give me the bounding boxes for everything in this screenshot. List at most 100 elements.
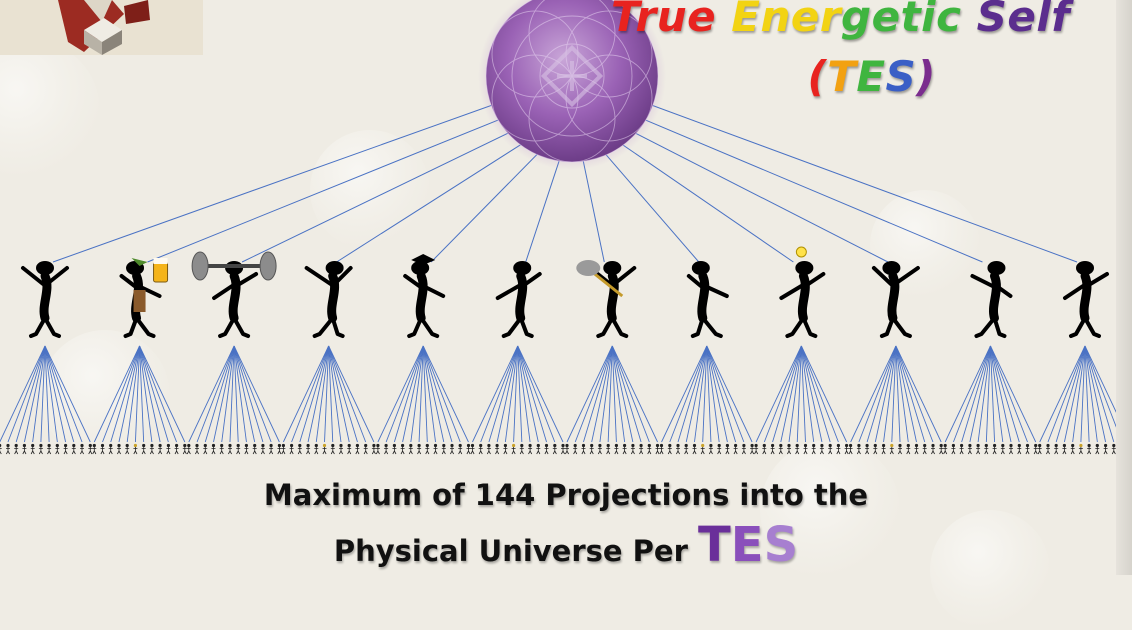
projection-line bbox=[1084, 345, 1090, 443]
tes-connection-line bbox=[636, 115, 983, 263]
tes-connection-lines bbox=[52, 102, 1078, 263]
projection-line bbox=[0, 345, 46, 443]
tiny-figure bbox=[573, 443, 578, 455]
tiny-figure bbox=[528, 443, 533, 455]
tiny-figure bbox=[252, 443, 257, 455]
projection-line bbox=[517, 345, 547, 443]
tiny-figure bbox=[0, 443, 2, 455]
weightlifter-figure bbox=[191, 251, 277, 338]
projection-fans bbox=[0, 345, 1131, 443]
projection-fan bbox=[282, 345, 375, 443]
tiny-figure bbox=[466, 443, 471, 455]
tiny-figure bbox=[931, 443, 935, 455]
tiny-figure bbox=[1033, 443, 1038, 455]
tiny-figure bbox=[392, 443, 397, 455]
projection-line bbox=[755, 345, 802, 443]
tiny-figure bbox=[708, 443, 713, 455]
tiny-figure bbox=[236, 443, 241, 455]
projection-line bbox=[895, 345, 926, 443]
projection-line bbox=[763, 345, 802, 443]
projection-line bbox=[866, 345, 897, 443]
tiny-figure bbox=[363, 443, 368, 455]
title-segment: True bbox=[610, 0, 717, 41]
tes-connection-line bbox=[147, 115, 508, 263]
tiny-figure bbox=[289, 443, 294, 455]
tiny-figure bbox=[330, 443, 335, 455]
projection-line bbox=[422, 345, 453, 443]
projection-line bbox=[139, 345, 178, 443]
logo-cube-icon bbox=[0, 0, 203, 55]
tiny-figure bbox=[228, 443, 232, 455]
projection-line bbox=[952, 345, 991, 443]
caption-line-1: Maximum of 144 Projections into the bbox=[0, 478, 1132, 512]
tiny-figure bbox=[951, 443, 956, 455]
projection-line bbox=[874, 345, 897, 443]
projection-line bbox=[1084, 345, 1123, 443]
tiny-figure bbox=[967, 443, 972, 455]
projection-line bbox=[213, 345, 235, 443]
projection-line bbox=[800, 345, 823, 443]
tiny-figure bbox=[1111, 443, 1116, 455]
tes-connection-line bbox=[611, 137, 794, 263]
projection-line bbox=[496, 345, 519, 443]
projection-line bbox=[233, 345, 272, 443]
projection-line bbox=[291, 345, 330, 443]
tiny-figure bbox=[322, 443, 327, 455]
tiny-figure bbox=[1078, 443, 1083, 455]
projection-line bbox=[694, 345, 708, 443]
tiny-figure bbox=[750, 443, 755, 455]
tiny-figure bbox=[848, 443, 853, 455]
tiny-figure bbox=[219, 443, 224, 455]
projection-fan bbox=[944, 345, 1037, 443]
projection-line bbox=[402, 345, 424, 443]
projection-line bbox=[611, 345, 658, 443]
projection-line bbox=[32, 345, 46, 443]
projection-line bbox=[328, 345, 358, 443]
projection-fan bbox=[188, 345, 280, 443]
projection-line bbox=[706, 345, 728, 443]
projection-line bbox=[229, 345, 235, 443]
tiny-figure bbox=[597, 443, 602, 455]
tiny-figure bbox=[125, 443, 130, 455]
tiny-figure bbox=[581, 443, 586, 455]
projection-line bbox=[990, 345, 1004, 443]
projection-line bbox=[422, 345, 428, 443]
tiny-figure bbox=[117, 443, 121, 455]
projection-line bbox=[1047, 345, 1086, 443]
projection-line bbox=[961, 345, 991, 443]
projection-line bbox=[44, 345, 75, 443]
tiny-figure bbox=[770, 443, 775, 455]
projection-line bbox=[599, 345, 613, 443]
tiny-figure bbox=[922, 443, 927, 455]
title-line-1: True Energetic Self bbox=[611, 0, 1070, 41]
projection-line bbox=[40, 345, 46, 443]
background-orb bbox=[760, 440, 900, 580]
tiny-figure bbox=[519, 443, 524, 455]
projection-line bbox=[895, 345, 942, 443]
tiny-figure bbox=[836, 443, 841, 455]
projection-line bbox=[513, 345, 519, 443]
title-segment: E bbox=[856, 52, 886, 101]
tiny-figure bbox=[898, 443, 902, 455]
projection-line bbox=[102, 345, 140, 443]
projection-line bbox=[328, 345, 334, 443]
projection-line bbox=[800, 345, 815, 443]
projection-line bbox=[410, 345, 424, 443]
tiny-figure bbox=[881, 443, 886, 455]
projection-line bbox=[977, 345, 991, 443]
tiny-figure bbox=[536, 443, 541, 455]
title-segment: Self bbox=[976, 0, 1070, 41]
projection-line bbox=[611, 345, 626, 443]
projection-line bbox=[315, 345, 330, 443]
projection-line bbox=[895, 345, 934, 443]
title-segment: getic bbox=[841, 0, 962, 41]
projection-line bbox=[1084, 345, 1098, 443]
projection-figures bbox=[21, 246, 1109, 338]
projection-line bbox=[488, 345, 519, 443]
tiny-figure bbox=[108, 443, 113, 455]
title-segment: S bbox=[885, 52, 917, 101]
projection-line bbox=[233, 345, 264, 443]
projection-line bbox=[990, 345, 1037, 443]
tiny-figure bbox=[371, 443, 376, 455]
projection-line bbox=[422, 345, 469, 443]
